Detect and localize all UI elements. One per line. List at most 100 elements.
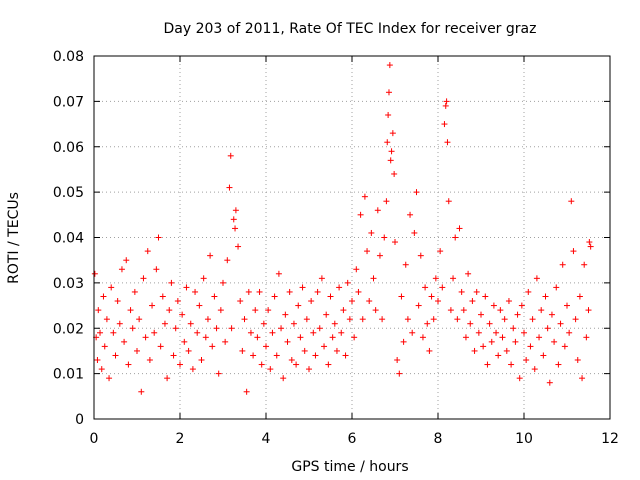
data-point — [553, 284, 560, 291]
data-point — [357, 211, 364, 218]
data-point — [290, 320, 297, 327]
data-point — [503, 347, 510, 354]
data-point — [247, 329, 254, 336]
data-point — [441, 121, 448, 128]
data-point — [245, 288, 252, 295]
data-point — [407, 211, 414, 218]
data-point — [189, 366, 196, 373]
data-point — [239, 347, 246, 354]
data-point — [514, 311, 521, 318]
data-point — [121, 338, 128, 345]
data-point — [413, 189, 420, 196]
data-point — [353, 266, 360, 273]
data-point — [473, 288, 480, 295]
data-point — [149, 302, 156, 309]
data-point — [349, 298, 355, 305]
data-point — [574, 357, 581, 364]
data-point — [136, 316, 143, 323]
data-point — [432, 275, 439, 282]
data-point — [460, 307, 467, 314]
data-point — [110, 329, 117, 336]
data-point — [471, 347, 478, 354]
data-point — [445, 198, 452, 205]
data-point — [256, 288, 263, 295]
data-point — [361, 193, 368, 200]
data-point — [538, 307, 545, 314]
data-point — [551, 338, 558, 345]
data-point — [404, 316, 411, 323]
data-point — [355, 288, 362, 295]
data-point — [383, 198, 390, 205]
data-point — [114, 298, 121, 305]
data-point — [499, 334, 506, 341]
data-point — [342, 352, 349, 359]
data-point — [379, 316, 386, 323]
data-point — [306, 366, 312, 373]
data-point — [295, 302, 302, 309]
data-point — [469, 298, 476, 305]
data-point — [118, 266, 125, 273]
data-point — [271, 293, 278, 300]
data-point — [161, 320, 168, 327]
data-point — [419, 334, 426, 341]
data-point — [392, 239, 398, 246]
data-point — [301, 347, 308, 354]
data-point — [557, 320, 564, 327]
data-point — [252, 307, 259, 314]
data-point — [127, 307, 134, 314]
data-point — [303, 316, 310, 323]
data-point — [235, 243, 242, 250]
data-point — [282, 311, 289, 318]
data-point — [321, 343, 328, 350]
data-point — [159, 293, 166, 300]
data-point — [299, 284, 306, 291]
data-point — [106, 375, 113, 382]
data-point — [521, 329, 527, 336]
data-point — [228, 325, 235, 332]
data-point — [166, 307, 173, 314]
data-point — [98, 366, 105, 373]
data-point — [484, 361, 491, 368]
grid-lines — [94, 56, 610, 419]
data-point — [286, 288, 293, 295]
data-point — [100, 293, 107, 300]
data-point — [131, 288, 138, 295]
data-point — [123, 257, 130, 264]
data-point — [168, 279, 175, 286]
data-point — [576, 293, 583, 300]
data-point — [312, 352, 319, 359]
data-point — [437, 248, 444, 255]
data-point — [525, 288, 532, 295]
data-point — [164, 375, 171, 382]
data-point — [439, 284, 446, 291]
data-point — [568, 198, 575, 205]
data-point — [540, 352, 547, 359]
data-point — [183, 284, 190, 291]
data-point — [394, 357, 401, 364]
data-point — [364, 248, 371, 255]
data-point — [198, 357, 205, 364]
data-point — [548, 311, 555, 318]
data-point — [389, 130, 396, 137]
data-point — [386, 62, 393, 69]
data-point — [587, 243, 594, 250]
data-point — [444, 139, 451, 146]
data-point — [381, 234, 388, 241]
data-point — [581, 261, 588, 268]
data-point — [579, 375, 586, 382]
data-point — [566, 329, 573, 336]
data-point — [327, 293, 334, 300]
y-tick-label: 0.03 — [53, 276, 84, 292]
data-point — [125, 361, 132, 368]
data-point — [388, 148, 395, 155]
data-point — [486, 320, 493, 327]
plot-border — [93, 55, 611, 420]
data-point — [497, 307, 504, 314]
data-point — [134, 347, 140, 354]
data-point — [458, 288, 465, 295]
data-point — [572, 316, 579, 323]
data-point — [200, 275, 207, 282]
data-point — [385, 89, 392, 96]
data-point — [267, 366, 274, 373]
data-point — [185, 347, 192, 354]
